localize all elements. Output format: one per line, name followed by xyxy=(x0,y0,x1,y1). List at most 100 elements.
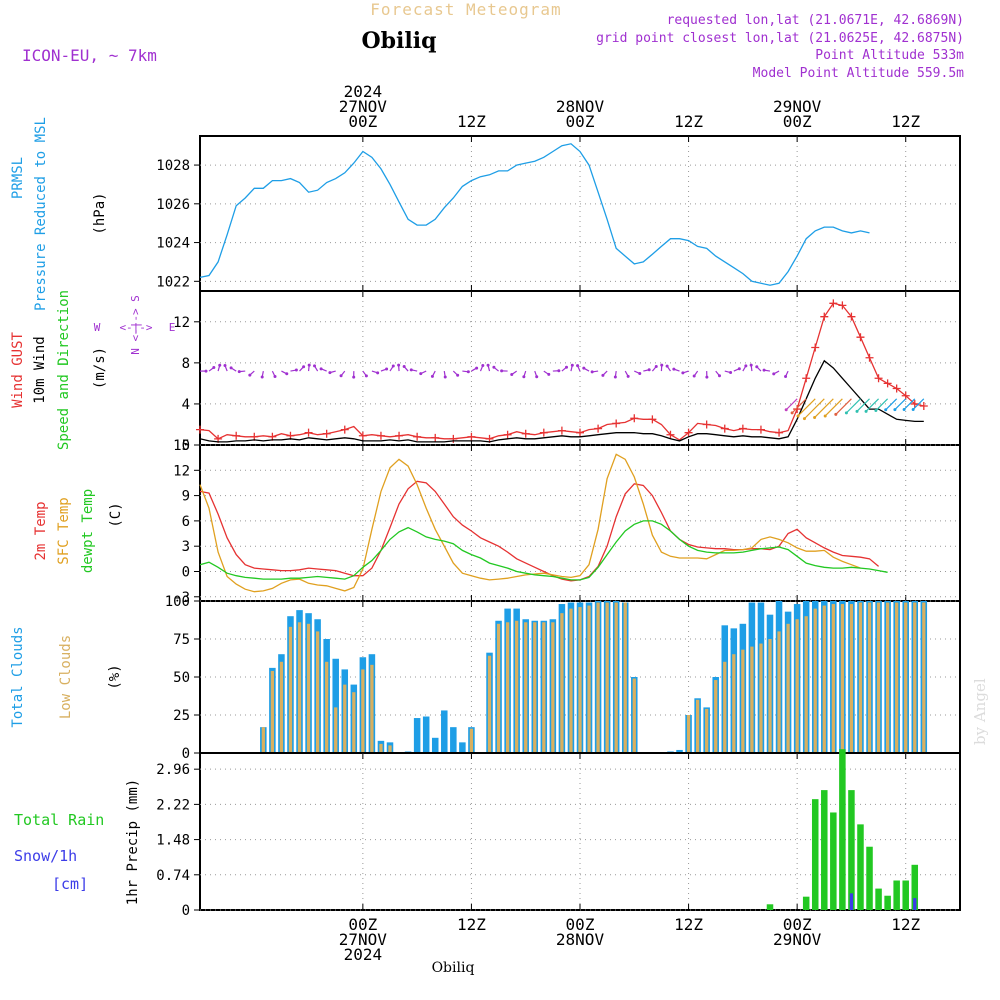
wind-arrow-head xyxy=(204,369,208,373)
footer-location: Obiliq xyxy=(432,960,475,976)
low-cloud-bar xyxy=(741,649,745,753)
wind-arrow-head xyxy=(654,364,658,368)
wind-arrow-head xyxy=(237,370,241,374)
low-cloud-bar xyxy=(904,602,908,753)
wind-arrow-head xyxy=(565,365,569,369)
top-time-label: 12Z xyxy=(457,112,486,131)
wind-direction-arrow xyxy=(785,398,798,411)
gust-marker xyxy=(910,399,919,408)
low-cloud-bar xyxy=(840,604,845,753)
gust-marker xyxy=(720,424,729,433)
rain-bar xyxy=(875,888,882,910)
gust-marker xyxy=(892,384,901,393)
wind-direction-arrow xyxy=(824,398,843,417)
top-time-label: 27NOV xyxy=(339,97,388,116)
wind-arrow-head xyxy=(229,366,233,370)
wind-arrow-head xyxy=(456,373,460,377)
gust-marker xyxy=(630,414,639,423)
wind-arrow-head xyxy=(613,375,617,379)
clouds-ytick-label: 50 xyxy=(173,670,190,686)
temp-ylabel: (C) xyxy=(108,502,124,527)
rain-bar xyxy=(848,790,855,910)
temp-ytick-label: 9 xyxy=(182,489,190,505)
wind-arrow-head xyxy=(692,374,696,378)
pressure-ytick-label: 1028 xyxy=(156,158,190,174)
wind-arrow-head xyxy=(772,372,776,376)
low-cloud-bar xyxy=(822,605,826,753)
gust-marker xyxy=(802,374,811,383)
wind-panel: 0 4 8 12 Wind GUST 10m Wind Speed and Directio… xyxy=(10,290,961,454)
wind-arrow-head xyxy=(590,370,594,374)
wind-arrow-head xyxy=(729,371,733,375)
low-cloud-bar xyxy=(922,602,926,753)
precip-ytick-label: 1.48 xyxy=(156,833,190,849)
gust-marker xyxy=(376,431,385,440)
gust-marker xyxy=(395,431,404,440)
low-cloud-bar xyxy=(343,684,347,753)
pressure-ytick-label: 1022 xyxy=(156,274,190,290)
temp-ytick-label: -3 xyxy=(173,590,190,606)
low-cloud-bar xyxy=(605,602,609,753)
gust-marker xyxy=(865,353,874,362)
pressure-label-prmsl: PRMSL xyxy=(10,157,26,199)
low-cloud-bar xyxy=(542,622,546,753)
low-cloud-bar xyxy=(533,622,537,753)
clouds-label-low: Low Clouds xyxy=(58,635,74,719)
wind-direction-arrow xyxy=(791,398,807,414)
clouds-ylabel: (%) xyxy=(107,664,123,689)
wind-arrow-head xyxy=(834,412,838,416)
wind-direction-arrow xyxy=(804,398,825,420)
snow-bar xyxy=(849,893,854,910)
total-cloud-bar xyxy=(459,742,466,753)
bottom-time-label: 12Z xyxy=(457,915,486,934)
pressure-ylabel: (hPa) xyxy=(92,192,108,234)
low-cloud-bar xyxy=(759,643,763,753)
low-cloud-bar xyxy=(505,622,510,753)
low-cloud-bar xyxy=(732,654,736,753)
wind-ytick-label: 8 xyxy=(182,356,190,372)
total-cloud-bar xyxy=(422,716,430,753)
bottom-time-label: 29NOV xyxy=(773,930,822,949)
bottom-time-label: 00Z xyxy=(348,915,377,934)
low-cloud-bar xyxy=(867,602,872,753)
gust-marker xyxy=(901,391,910,400)
low-cloud-bar xyxy=(352,692,356,753)
precip-ytick-label: 0.74 xyxy=(156,868,190,884)
wind-arrow-head xyxy=(749,363,753,367)
low-cloud-bar xyxy=(578,607,582,753)
temp-label-1: SFC Temp xyxy=(56,497,72,564)
clouds-ytick-label: 0 xyxy=(182,746,190,762)
low-cloud-bar xyxy=(795,619,799,753)
wind-arrow-head xyxy=(601,373,605,377)
wind-arrow-head xyxy=(813,416,817,420)
wind-arrow-head xyxy=(755,365,759,369)
wind-arrow-head xyxy=(260,375,264,379)
gust-marker xyxy=(340,425,349,434)
low-cloud-bar xyxy=(315,631,320,753)
precip-frame xyxy=(199,752,961,911)
low-cloud-bar xyxy=(261,727,265,753)
gust-marker xyxy=(322,429,331,438)
model-altitude: Model Point Altitude 559.5m xyxy=(753,66,964,81)
wind-arrow-head xyxy=(705,375,709,379)
wind-arrow-head xyxy=(672,367,676,371)
wind-arrow-head xyxy=(328,371,332,375)
low-cloud-bar xyxy=(569,608,573,753)
low-cloud-bar xyxy=(515,620,519,753)
wind-arrow-head xyxy=(893,408,897,412)
snow-bar xyxy=(913,898,917,910)
temp-ytick-label: 6 xyxy=(182,514,190,530)
low-cloud-bar xyxy=(895,602,899,753)
low-cloud-bar xyxy=(469,728,474,753)
low-cloud-bar xyxy=(768,639,772,753)
gust-marker xyxy=(576,428,584,437)
wind-arrow-head xyxy=(218,363,222,367)
top-time-label: 00Z xyxy=(566,112,595,131)
wind-direction-arrow xyxy=(856,398,870,412)
top-time-label: 00Z xyxy=(348,112,377,131)
gust-marker xyxy=(684,428,693,437)
clouds-ytick-label: 75 xyxy=(173,632,190,648)
top-time-label: 00Z xyxy=(783,112,812,131)
wind-arrow-head xyxy=(844,411,848,415)
total-cloud-bar xyxy=(431,737,439,753)
